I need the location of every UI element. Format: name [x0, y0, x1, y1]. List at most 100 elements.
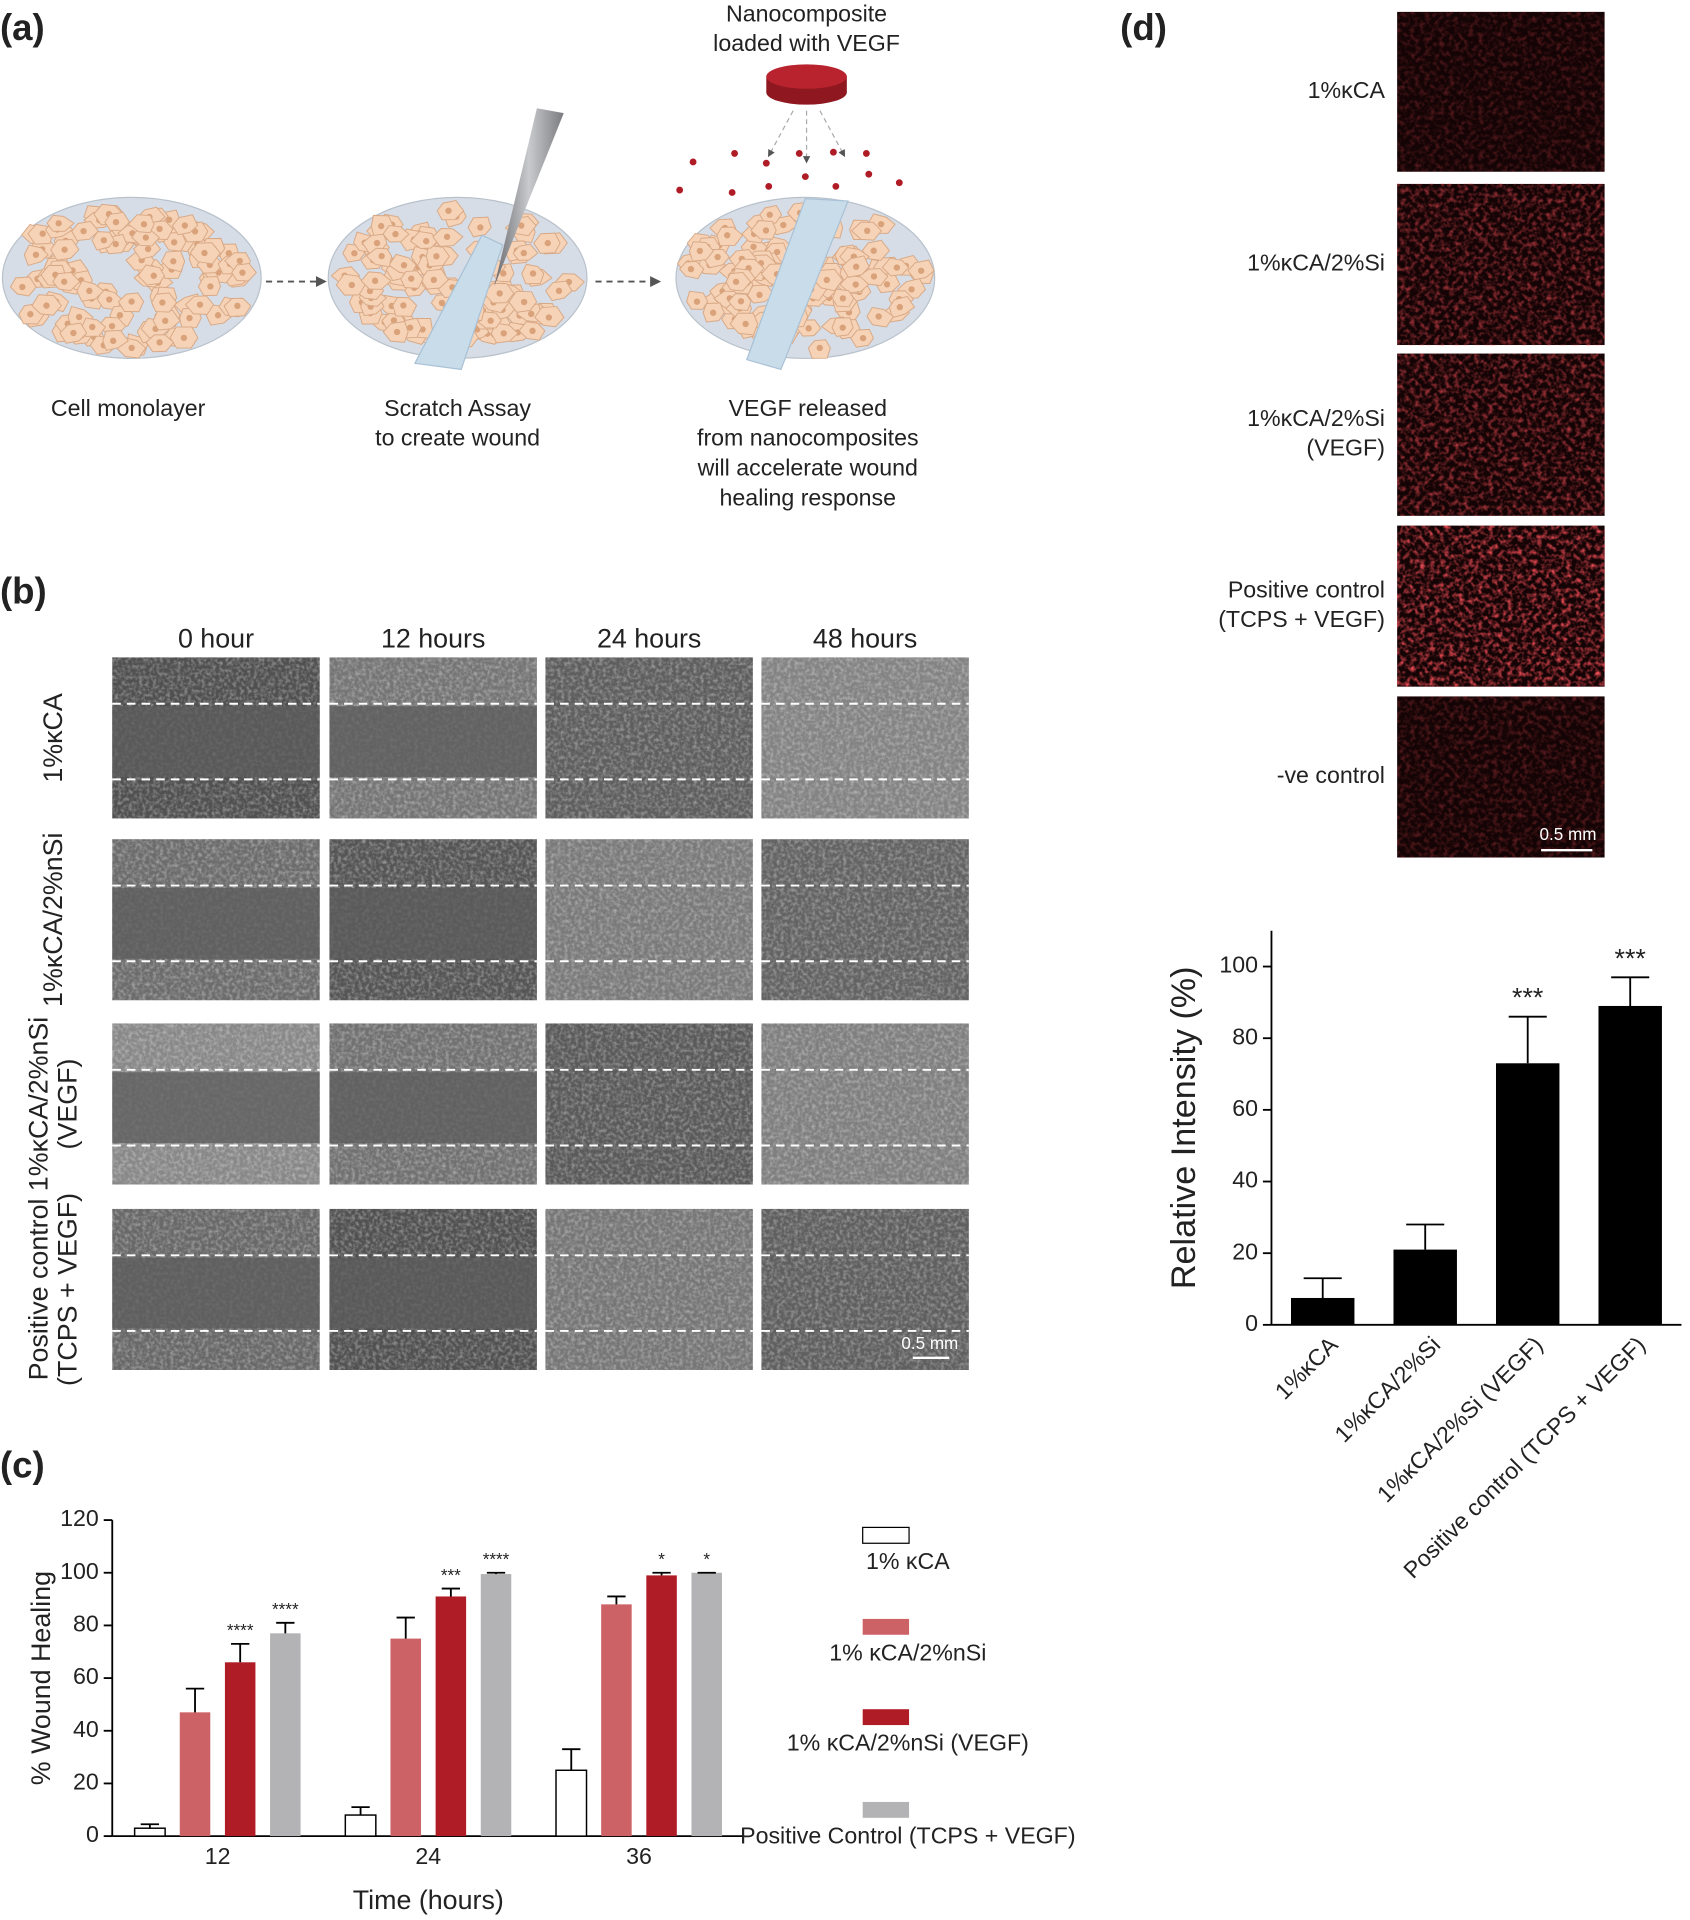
nucleus: [917, 267, 925, 274]
nanocomposite-top: [766, 64, 847, 89]
nucleus: [108, 322, 116, 330]
y-tick-label: 0: [1245, 1310, 1258, 1336]
nucleus: [400, 262, 408, 269]
bar: [480, 1574, 512, 1837]
nucleus: [180, 334, 188, 342]
legend-swatch: [862, 1526, 910, 1544]
vegf-dot: [765, 182, 773, 190]
bar: [601, 1604, 632, 1837]
error-bar: [486, 1571, 506, 1575]
nucleus: [170, 239, 178, 246]
vegf-dot: [762, 159, 770, 167]
vegf-dot: [795, 150, 803, 157]
nucleus: [877, 220, 885, 228]
nucleus: [805, 325, 812, 332]
nucleus: [106, 296, 113, 303]
x-tick-label: 1%κCA: [1270, 1331, 1343, 1404]
nucleus: [156, 339, 163, 346]
significance: ****: [227, 1621, 254, 1640]
wound-gap: [112, 1072, 320, 1144]
y-axis-label: % Wound Healing: [26, 1571, 56, 1785]
vegf-dot: [731, 150, 738, 157]
nucleus: [207, 283, 214, 290]
row-label: (TCPS + VEGF): [53, 1193, 83, 1386]
row-label: 1%κCA/2%nSi: [38, 832, 68, 1006]
panel-d-images: 1%κCA 1%κCA/2%Si 1%κCA/2%Si (VEGF) Positive …: [1218, 11, 1605, 858]
bar: [224, 1662, 256, 1837]
nucleus: [371, 277, 379, 284]
nucleus: [816, 344, 823, 352]
panel-label: (b): [0, 571, 47, 612]
bar: [133, 1827, 166, 1837]
nucleus: [201, 249, 208, 257]
nucleus: [852, 281, 859, 288]
nucleus: [443, 233, 451, 240]
nucleus: [70, 329, 77, 337]
nucleus: [100, 237, 108, 244]
nucleus: [423, 237, 430, 245]
error-bar: [396, 1616, 415, 1639]
y-tick-label: 60: [1232, 1095, 1258, 1121]
nucleus: [170, 258, 177, 265]
nucleus: [348, 281, 355, 289]
nucleus: [239, 269, 246, 276]
bar: [435, 1596, 467, 1837]
scratch: [413, 234, 504, 371]
wound-gap: [112, 888, 320, 959]
nucleus: [109, 337, 117, 345]
y-tick-label: 40: [1232, 1167, 1258, 1193]
nucleus: [86, 287, 93, 295]
nucleus: [75, 313, 83, 321]
nucleus: [696, 247, 704, 255]
nucleus: [852, 263, 860, 270]
micrograph-texture: [761, 839, 969, 1001]
nucleus: [687, 265, 695, 273]
wound-gap: [329, 1257, 537, 1329]
wound-gap: [329, 888, 537, 959]
a-top-label: loaded with VEGF: [713, 30, 900, 56]
nucleus: [766, 211, 773, 218]
error-bar: [351, 1806, 370, 1816]
legend-swatch: [862, 1618, 910, 1635]
nucleus: [555, 287, 563, 295]
image-row-label: 1%κCA: [1308, 77, 1386, 103]
nucleus: [438, 299, 446, 307]
image-row-label: (VEGF): [1306, 434, 1385, 460]
nucleus: [714, 253, 721, 261]
significance: ****: [483, 1550, 510, 1569]
nucleus: [392, 230, 399, 238]
bar: [344, 1814, 377, 1837]
micrograph-texture: [761, 1208, 969, 1370]
error-bar: [652, 1571, 671, 1576]
nucleus: [236, 257, 243, 265]
release-arrow: [768, 110, 794, 158]
nucleus: [351, 250, 358, 257]
nucleus: [225, 250, 232, 257]
y-tick-label: 100: [60, 1558, 99, 1584]
bar: [270, 1633, 301, 1837]
nucleus: [520, 249, 527, 257]
image-row-label: (TCPS + VEGF): [1218, 606, 1385, 632]
y-axis-label: Relative Intensity (%): [1165, 966, 1203, 1289]
nucleus: [780, 221, 787, 229]
a-caption: from nanocomposites: [697, 425, 919, 451]
y-tick-label: 0: [86, 1821, 99, 1847]
nucleus: [756, 291, 763, 299]
nucleus: [732, 278, 740, 285]
y-tick-label: 100: [1219, 952, 1258, 978]
fluorescence-texture: [1397, 11, 1605, 172]
vegf-dot: [728, 189, 736, 196]
significance: *: [658, 1550, 665, 1569]
significance: ***: [441, 1566, 461, 1585]
nucleus: [80, 227, 87, 235]
nucleus: [896, 303, 903, 311]
nucleus: [43, 302, 50, 309]
vegf-dot: [862, 150, 870, 157]
row-label: Positive control: [23, 1198, 53, 1380]
vegf-dot: [689, 158, 697, 166]
nucleus: [544, 239, 551, 247]
nucleus: [140, 221, 148, 228]
micrograph-texture: [545, 839, 753, 1001]
a-caption: Cell monolayer: [51, 395, 206, 421]
